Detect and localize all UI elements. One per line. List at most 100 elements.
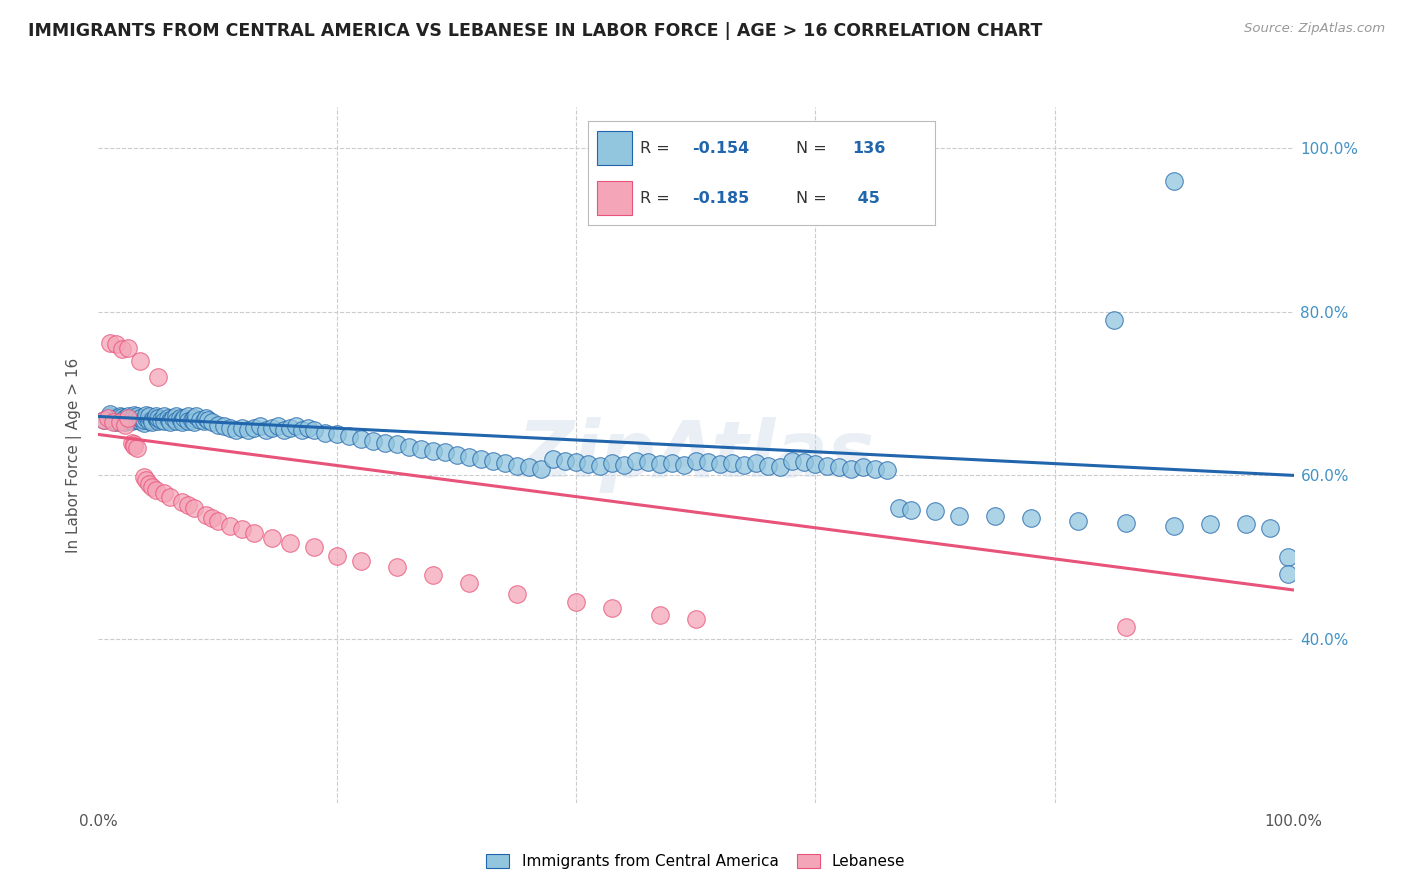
Point: [135, 473, 157, 487]
Point: [121, 414, 143, 428]
Point: [117, 413, 139, 427]
Point: [589, 458, 612, 473]
Point: [613, 458, 636, 472]
Point: [121, 435, 143, 450]
Point: [828, 460, 851, 475]
Point: [111, 413, 134, 427]
Point: [207, 514, 229, 528]
Point: [494, 456, 516, 470]
Point: [93, 413, 115, 427]
Point: [111, 410, 134, 425]
Point: [249, 419, 271, 434]
Point: [138, 409, 160, 424]
Point: [745, 456, 768, 470]
Point: [756, 458, 779, 473]
Point: [815, 458, 838, 473]
Point: [267, 419, 290, 434]
Point: [129, 411, 152, 425]
Point: [225, 423, 247, 437]
Point: [219, 421, 242, 435]
Point: [1277, 550, 1299, 565]
Point: [98, 409, 122, 424]
Point: [517, 460, 540, 475]
Point: [172, 415, 194, 429]
Point: [159, 415, 181, 429]
Point: [260, 421, 283, 435]
Point: [153, 414, 176, 428]
Point: [117, 341, 139, 355]
Point: [350, 554, 373, 568]
Point: [207, 417, 229, 432]
Point: [177, 409, 200, 424]
Point: [212, 419, 235, 434]
Point: [1163, 174, 1185, 188]
Point: [153, 486, 176, 500]
Point: [145, 483, 167, 497]
Point: [172, 494, 194, 508]
Point: [297, 421, 319, 435]
Point: [197, 413, 219, 427]
Point: [433, 445, 456, 459]
Point: [105, 415, 128, 429]
Point: [124, 411, 146, 425]
Point: [900, 502, 922, 516]
Point: [105, 411, 128, 425]
Point: [948, 509, 970, 524]
Point: [145, 409, 167, 424]
Point: [156, 411, 179, 425]
Point: [852, 460, 875, 475]
Point: [385, 560, 409, 574]
Point: [111, 342, 134, 356]
Point: [138, 414, 160, 428]
Point: [135, 408, 157, 422]
Legend: Immigrants from Central America, Lebanese: Immigrants from Central America, Lebanes…: [481, 848, 911, 875]
Point: [132, 416, 155, 430]
Point: [141, 415, 163, 429]
Point: [1258, 521, 1281, 535]
Point: [162, 411, 184, 425]
Point: [243, 525, 266, 540]
Point: [302, 541, 325, 555]
Point: [1234, 517, 1257, 532]
Point: [159, 490, 181, 504]
Point: [602, 601, 624, 615]
Point: [129, 414, 152, 428]
Point: [876, 463, 898, 477]
Point: [149, 413, 172, 427]
Point: [260, 531, 283, 545]
Point: [254, 423, 277, 437]
Point: [108, 415, 131, 429]
Y-axis label: In Labor Force | Age > 16: In Labor Force | Age > 16: [66, 358, 82, 552]
Point: [284, 419, 307, 434]
Point: [124, 408, 146, 422]
Point: [291, 423, 314, 437]
Point: [1198, 517, 1220, 532]
Point: [863, 462, 887, 476]
Point: [768, 460, 790, 475]
Point: [159, 413, 181, 427]
Point: [243, 421, 266, 435]
Point: [125, 409, 148, 424]
Point: [721, 456, 744, 470]
Point: [554, 453, 576, 467]
Point: [398, 440, 420, 454]
Point: [733, 458, 755, 472]
Point: [172, 413, 194, 427]
Point: [326, 549, 349, 563]
Point: [374, 435, 396, 450]
Point: [173, 411, 195, 425]
Point: [141, 480, 163, 494]
Point: [105, 337, 128, 351]
Point: [135, 411, 157, 425]
Point: [148, 411, 170, 425]
Point: [841, 462, 863, 476]
Point: [125, 413, 148, 427]
Point: [315, 425, 337, 440]
Point: [148, 414, 170, 428]
Point: [129, 353, 152, 368]
Point: [183, 501, 205, 516]
Point: [685, 612, 707, 626]
Point: [201, 415, 224, 429]
Point: [193, 414, 215, 428]
Point: [470, 452, 492, 467]
